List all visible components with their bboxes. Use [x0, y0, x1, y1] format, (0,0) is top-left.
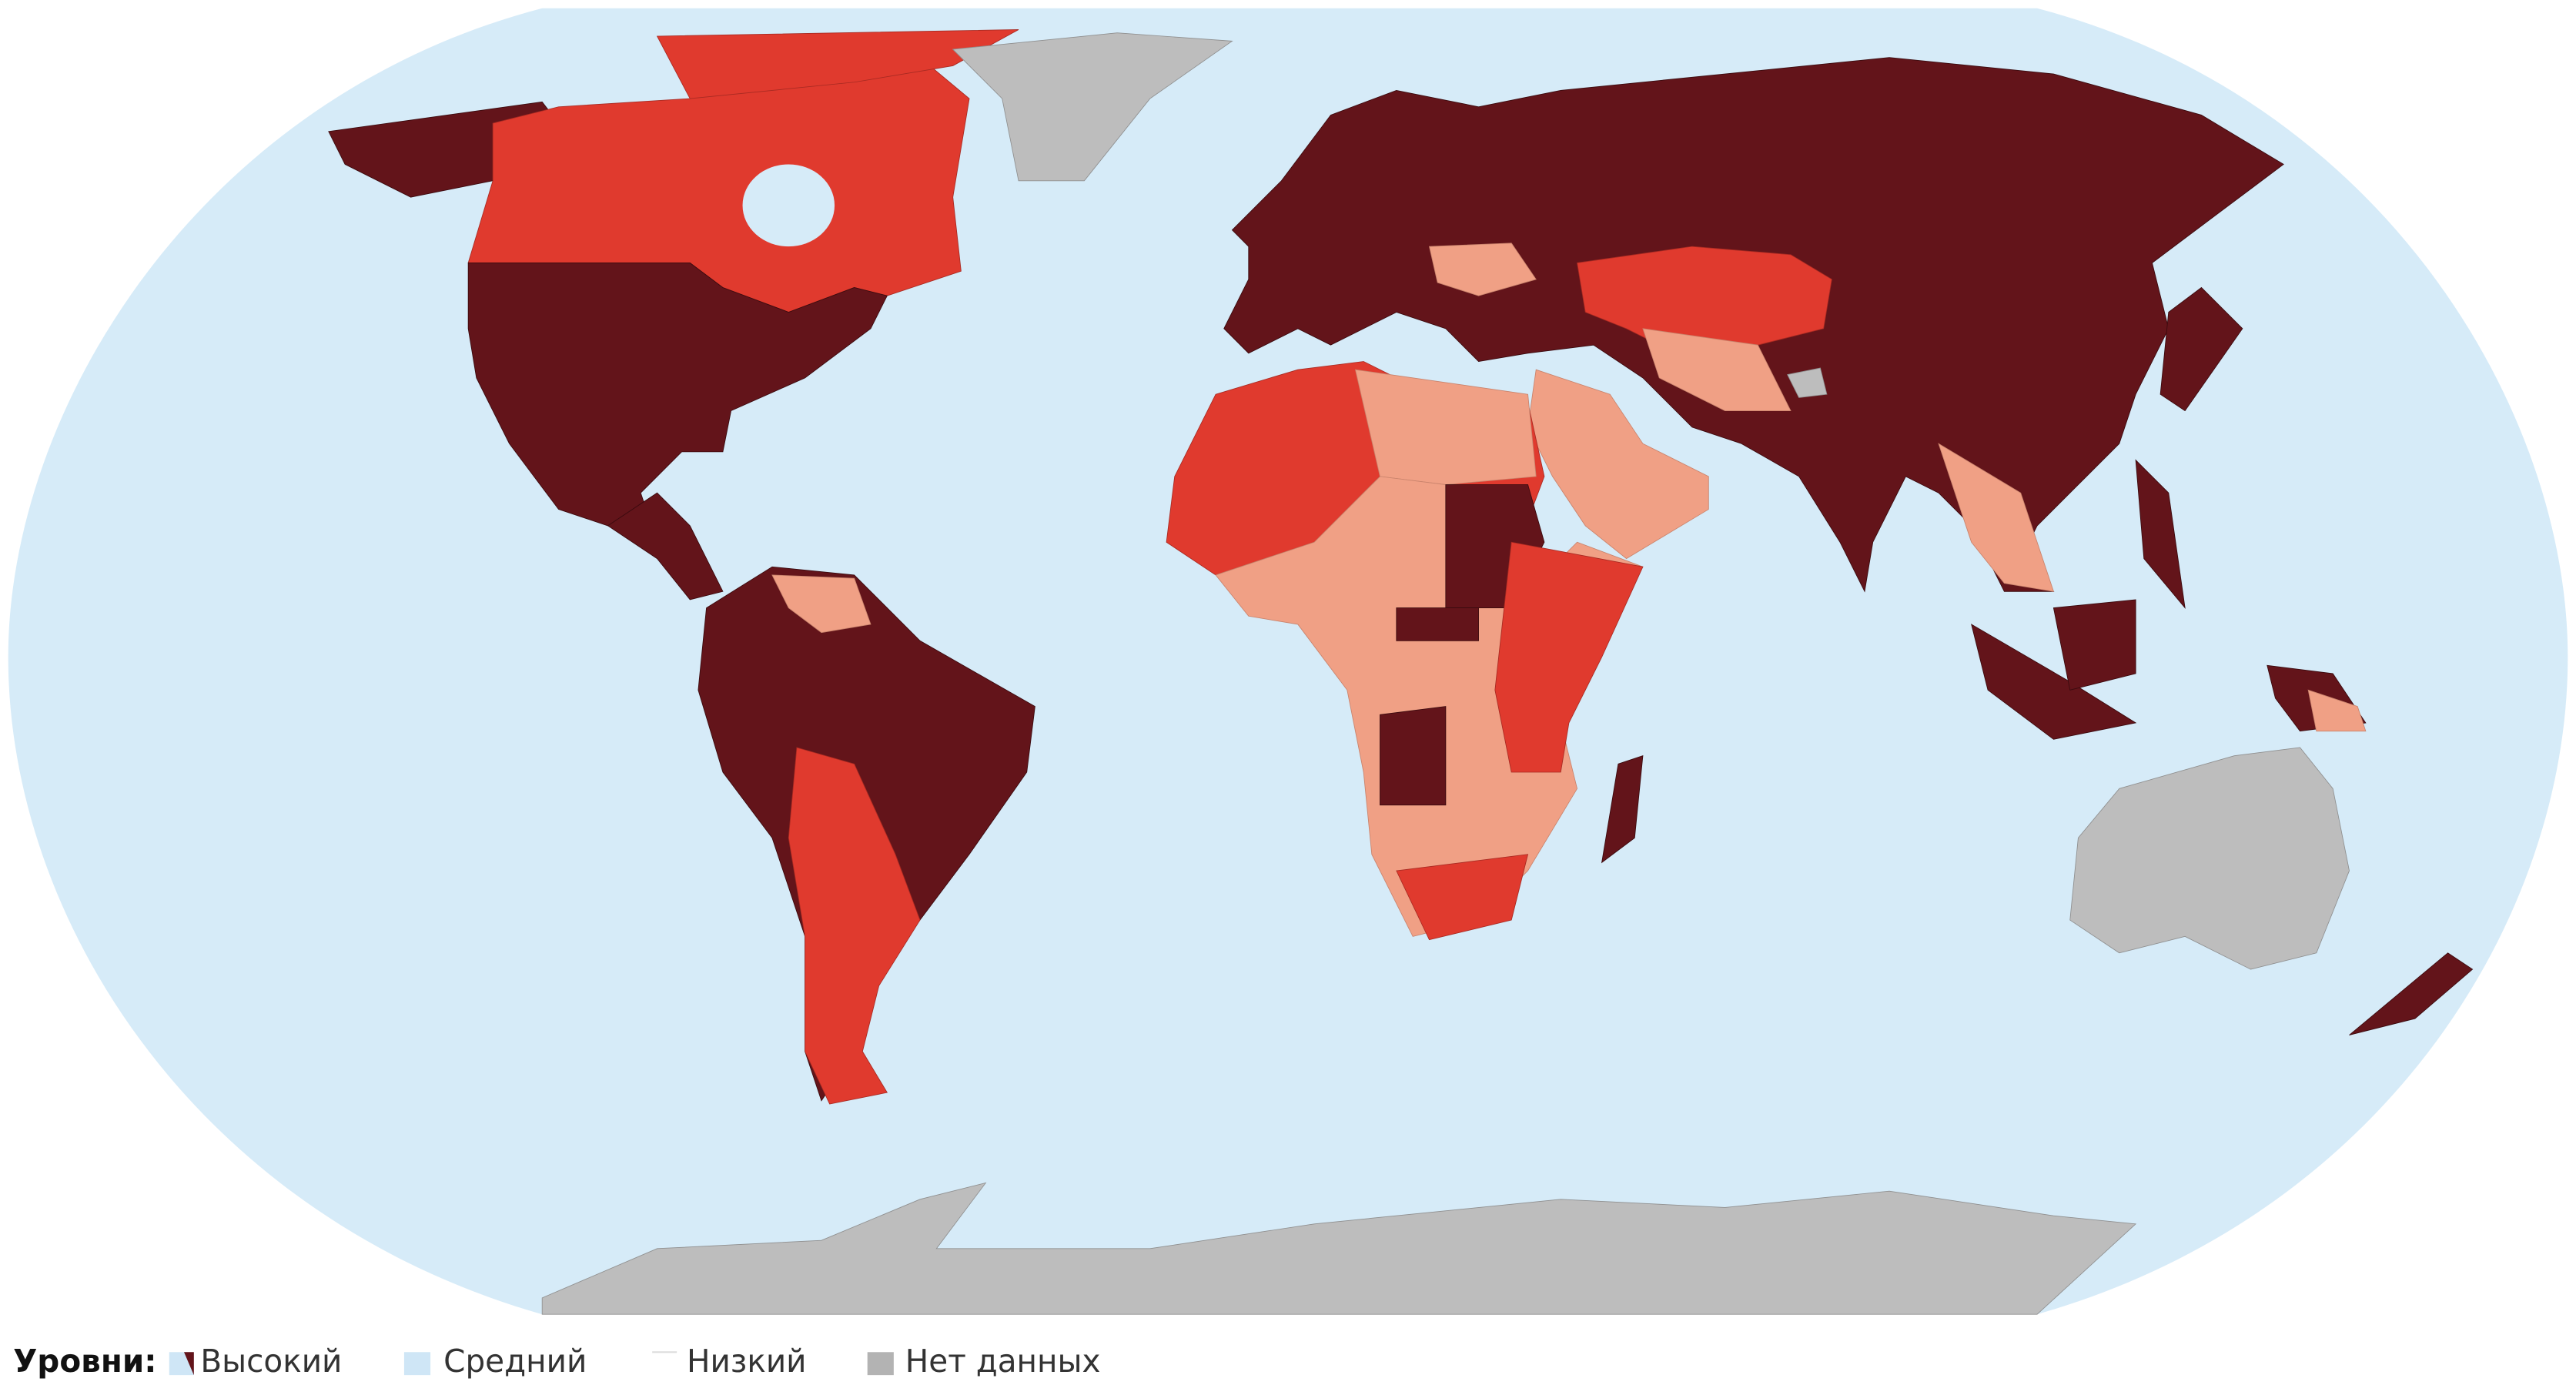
- arabia: [1527, 369, 1709, 560]
- angola: [1380, 706, 1447, 806]
- ukraine-region: [1428, 243, 1537, 296]
- kazakhstan: [1577, 246, 1832, 362]
- legend-title: Уровни:: [13, 1343, 156, 1380]
- papua: [2307, 689, 2367, 732]
- sumatra-java: [1971, 624, 2137, 740]
- central-asia: [1642, 328, 1791, 411]
- south-africa: [1396, 854, 1529, 941]
- philippines: [2135, 459, 2186, 610]
- central-america: [607, 492, 724, 601]
- venezuela: [771, 574, 871, 634]
- map: [8, 8, 2568, 1315]
- central-african-rep: [1396, 607, 1479, 641]
- legend-label: Нет данных: [905, 1343, 1101, 1380]
- legend-label: Низкий: [687, 1343, 807, 1380]
- legend-swatch-mark: [184, 1352, 194, 1376]
- argentina-chile: [788, 747, 921, 1105]
- antarctica: [541, 1182, 2137, 1315]
- legend-swatch: [867, 1352, 894, 1376]
- hudson-bay: [742, 164, 835, 247]
- new-zealand: [2349, 952, 2474, 1035]
- usa-mexico: [467, 263, 888, 527]
- legend-label: Средний: [443, 1343, 587, 1380]
- legend-swatch: [403, 1352, 431, 1376]
- legend-label: Высокий: [200, 1343, 342, 1380]
- kashmir: [1787, 367, 1828, 398]
- arctic-islands: [656, 29, 1019, 99]
- southeast-asia: [1938, 443, 2055, 592]
- japan: [2159, 286, 2243, 412]
- australia: [2069, 747, 2350, 970]
- greenland: [952, 32, 1233, 182]
- egypt-libya: [1354, 369, 1537, 485]
- madagascar: [1601, 755, 1644, 864]
- legend: Уровни: Высокий Средний Низкий Нет данны…: [13, 1343, 1100, 1380]
- borneo: [2052, 599, 2136, 691]
- east-africa: [1494, 541, 1644, 773]
